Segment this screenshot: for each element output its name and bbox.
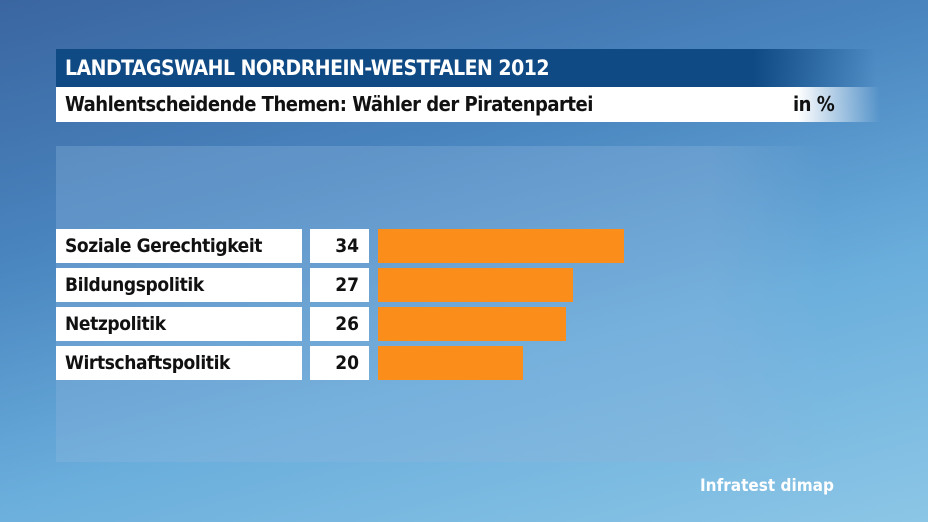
value-label: 34 bbox=[310, 229, 369, 263]
category-label: Netzpolitik bbox=[56, 307, 302, 341]
unit-label: in % bbox=[793, 92, 835, 116]
chart-title: LANDTAGSWAHL NORDRHEIN-WESTFALEN 2012 bbox=[56, 49, 876, 87]
category-label: Soziale Gerechtigkeit bbox=[56, 229, 302, 263]
value-label: 20 bbox=[310, 346, 369, 380]
chart-subtitle: Wahlentscheidende Themen: Wähler der Pir… bbox=[56, 87, 880, 122]
category-label: Wirtschaftspolitik bbox=[56, 346, 302, 380]
category-label: Bildungspolitik bbox=[56, 268, 302, 302]
chart-panel bbox=[56, 146, 826, 462]
value-label: 27 bbox=[310, 268, 369, 302]
value-label: 26 bbox=[310, 307, 369, 341]
bar bbox=[378, 229, 624, 263]
bar bbox=[378, 268, 574, 302]
subtitle-text: Wahlentscheidende Themen: Wähler der Pir… bbox=[65, 92, 593, 116]
source-label: Infratest dimap bbox=[700, 476, 834, 496]
bar bbox=[378, 307, 566, 341]
bar bbox=[378, 346, 523, 380]
